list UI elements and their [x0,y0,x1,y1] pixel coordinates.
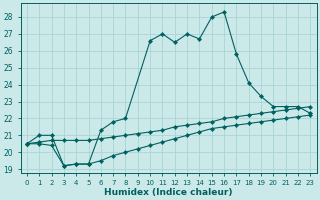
X-axis label: Humidex (Indice chaleur): Humidex (Indice chaleur) [104,188,233,197]
